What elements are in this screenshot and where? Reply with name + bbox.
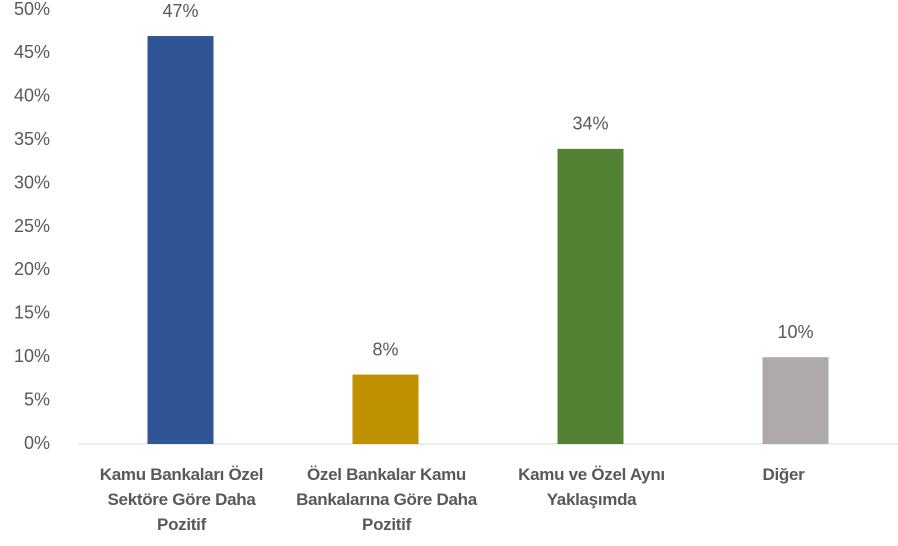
x-tick-label: Diğer: [762, 465, 805, 484]
y-tick-label: 25%: [14, 216, 50, 236]
data-label: 10%: [777, 322, 813, 342]
x-tick-label: Kamu ve Özel Aynı Yaklaşımda: [518, 465, 665, 509]
y-tick-label: 45%: [14, 42, 50, 62]
bar: [762, 357, 829, 444]
x-tick-label: Kamu Bankaları Özel Sektöre Göre Daha Po…: [99, 465, 264, 534]
y-tick-label: 0%: [24, 433, 50, 453]
bar: [352, 374, 419, 444]
y-tick-label: 35%: [14, 129, 50, 149]
data-label: 47%: [162, 1, 198, 21]
bar: [557, 148, 624, 444]
bar: [147, 36, 214, 444]
y-tick-label: 20%: [14, 259, 50, 279]
x-tick-label: Özel Bankalar Kamu Bankalarına Göre Daha…: [296, 465, 477, 534]
y-tick-label: 10%: [14, 346, 50, 366]
y-tick-label: 40%: [14, 86, 50, 106]
data-label: 8%: [372, 339, 398, 359]
y-tick-label: 5%: [24, 389, 50, 409]
y-tick-label: 30%: [14, 172, 50, 192]
y-tick-label: 15%: [14, 303, 50, 323]
data-label: 34%: [572, 114, 608, 134]
y-tick-label: 50%: [14, 0, 50, 19]
